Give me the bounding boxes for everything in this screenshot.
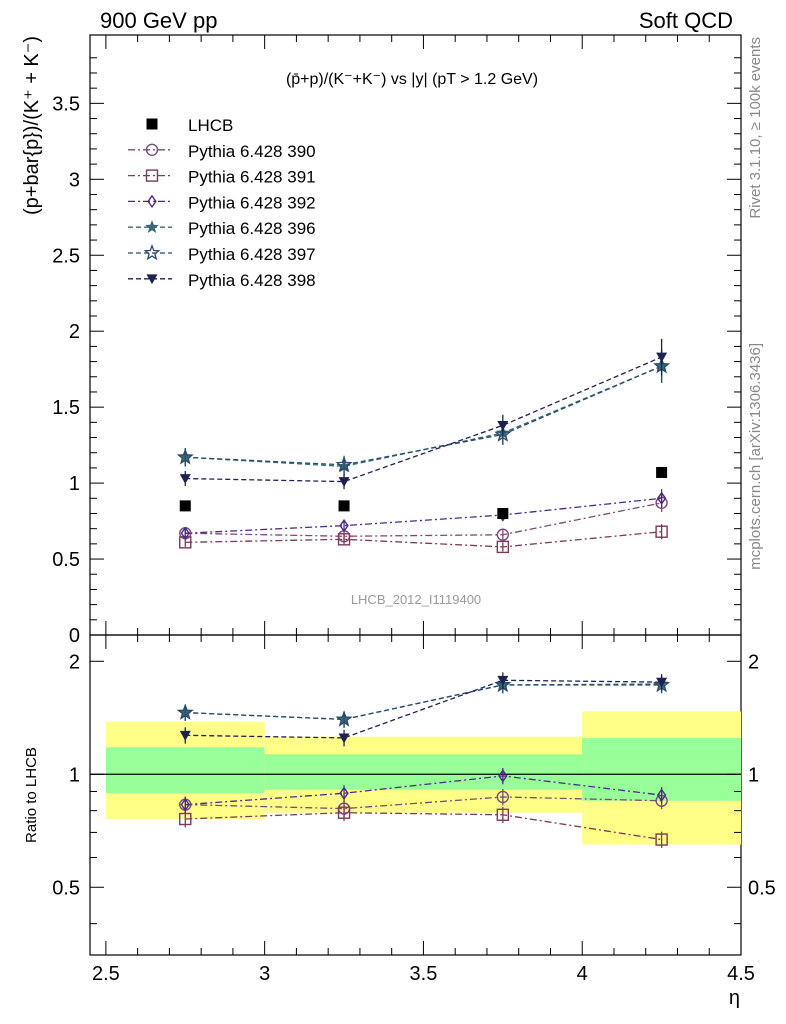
x-tick-label: 4.5 <box>727 963 755 985</box>
ratio-y-tick-label-right: 0.5 <box>748 877 776 899</box>
legend-marker-5 <box>146 274 158 285</box>
x-tick-label: 4 <box>577 963 588 985</box>
header-left: 900 GeV pp <box>100 8 217 33</box>
main-y-tick-label-zero: 0 <box>69 625 80 647</box>
ratio-bands <box>90 711 741 845</box>
ratio-series-1-point <box>337 806 351 819</box>
ratio-line-5 <box>185 679 662 739</box>
series-line-3 <box>185 365 662 468</box>
series-5-point <box>497 420 509 431</box>
ratio-series-1-point <box>655 833 668 846</box>
legend-marker-4 <box>143 244 161 261</box>
series-2-point <box>180 526 190 540</box>
header-right: Soft QCD <box>639 8 733 33</box>
series-markers <box>176 338 671 848</box>
series-5-point <box>179 474 191 485</box>
ratio-line-2 <box>185 775 662 806</box>
lhcb-data-point <box>656 466 668 478</box>
legend-marker-0 <box>145 143 159 157</box>
series-1-point <box>655 525 668 538</box>
legend-lhcb-marker <box>146 118 158 130</box>
main-y-tick-label: 1 <box>69 473 80 495</box>
x-tick-label: 3 <box>259 963 270 985</box>
legend-label-5: Pythia 6.428 398 <box>188 271 316 290</box>
ratio-y-tick-label-right: 1 <box>748 764 759 786</box>
ratio-series-2-point <box>656 788 667 802</box>
x-axis-label: η <box>729 987 740 1009</box>
ratio-series-5-point <box>497 675 509 686</box>
main-y-axis-label: (p+bar{p})/(K⁺ + K⁻) <box>21 36 43 215</box>
x-tick-label: 2.5 <box>92 963 120 985</box>
legend-label-0: Pythia 6.428 390 <box>188 142 316 161</box>
ratio-series-2-point <box>498 769 508 783</box>
ratio-series-2-point <box>339 786 349 800</box>
legend: LHCB Pythia 6.428 390 Pythia 6.428 391 Pyth… <box>128 116 316 290</box>
legend-marker-1 <box>145 169 159 182</box>
ratio-series-2-point <box>180 797 190 812</box>
ratio-series-4-point <box>335 710 353 727</box>
ratio-line-0 <box>185 796 662 810</box>
series-line-0 <box>185 502 662 537</box>
main-y-tick-label: 2 <box>69 321 80 343</box>
ratio-series-5-point <box>338 733 350 744</box>
series-4-point <box>176 448 194 465</box>
series-line-5 <box>185 356 662 483</box>
lhcb-data-point <box>338 500 350 512</box>
band-green-1 <box>264 754 583 790</box>
main-y-tick-label: 3.5 <box>52 93 80 115</box>
legend-label-4: Pythia 6.428 397 <box>188 245 316 264</box>
ratio-y-tick-label: 1 <box>69 764 80 786</box>
series-4-point <box>335 455 353 473</box>
ratio-series-5-point <box>179 730 191 741</box>
main-y-tick-label: 3 <box>69 169 80 191</box>
ratio-series-1-point <box>179 812 192 826</box>
ratio-line-4 <box>185 684 662 721</box>
main-y-tick-label: 1.5 <box>52 397 80 419</box>
ratio-series-5-point <box>656 677 668 688</box>
ratio-y-axis-label: Ratio to LHCB <box>23 747 40 843</box>
series-2-point <box>656 491 667 506</box>
ratio-y-tick-label: 2 <box>69 651 80 673</box>
legend-label-2: Pythia 6.428 392 <box>188 193 316 212</box>
series-0-point <box>496 528 510 541</box>
series-1-point <box>337 533 351 546</box>
lhcb-data-point <box>179 500 191 512</box>
series-5-point <box>338 477 350 488</box>
plot-title: (p̄+p)/(K⁻+K⁻) vs |y| (pT > 1.2 GeV) <box>286 71 538 88</box>
rivet-version-label: Rivet 3.1.10, ≥ 100k events <box>747 37 764 219</box>
ratio-series-4-point <box>176 703 194 720</box>
legend-marker-2 <box>147 194 157 209</box>
legend-marker-3 <box>145 220 159 233</box>
mcplots-label: mcplots.cern.ch [arXiv:1306.3436] <box>747 343 764 570</box>
lhcb-data-point <box>497 507 509 519</box>
series-2-point <box>339 518 349 533</box>
series-1-point <box>496 540 510 554</box>
x-tick-label: 3.5 <box>410 963 438 985</box>
analysis-label: LHCB_2012_I1119400 <box>351 592 481 607</box>
axis-ticks: 2.5 3 3.5 4 4.5 0.5 1 1.5 2 2.5 3 3.5 0 0.5 0.5 1 1 2 2 <box>52 35 776 985</box>
ratio-series-0-point <box>496 790 510 804</box>
ratio-line-1 <box>185 812 662 841</box>
ratio-y-tick-label: 0.5 <box>52 877 80 899</box>
main-y-tick-label: 2.5 <box>52 245 80 267</box>
series-lines <box>185 356 662 841</box>
series-5-point <box>656 352 668 363</box>
series-4-point <box>494 425 512 442</box>
legend-label-1: Pythia 6.428 391 <box>188 168 316 187</box>
band-green-0 <box>105 747 265 794</box>
ratio-series-1-point <box>496 808 510 821</box>
series-line-1 <box>185 531 662 548</box>
main-y-tick-label: 0.5 <box>52 549 80 571</box>
series-line-2 <box>185 497 662 534</box>
ratio-y-tick-label-right: 2 <box>748 651 759 673</box>
legend-label-3: Pythia 6.428 396 <box>188 219 316 238</box>
legend-lhcb-label: LHCB <box>188 116 233 135</box>
